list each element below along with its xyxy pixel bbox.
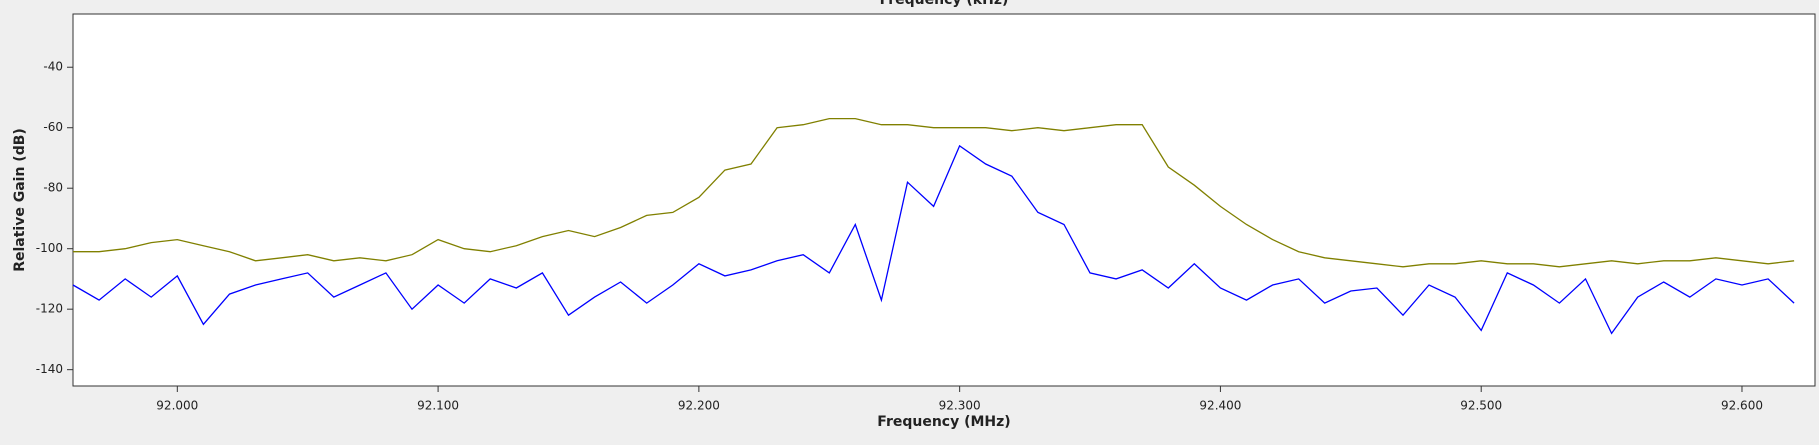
chart-title: Frequency (kHz) [880, 0, 1009, 8]
series-line [72, 144, 1795, 335]
x-tick-label: 92.600 [1721, 399, 1763, 413]
x-tick-label: 92.400 [1199, 399, 1241, 413]
x-tick-label: 92.300 [939, 399, 981, 413]
y-tick-label: -100 [36, 241, 63, 255]
y-tick-label: -120 [36, 302, 63, 316]
y-tick-label: -140 [36, 362, 63, 376]
x-tick-label: 92.500 [1460, 399, 1502, 413]
x-tick-label: 92.000 [156, 399, 198, 413]
y-tick-label: -60 [43, 120, 63, 134]
plot-area [72, 13, 1816, 387]
y-tick-label: -40 [43, 60, 63, 74]
x-tick-label: 92.100 [417, 399, 459, 413]
series-line [73, 117, 1795, 268]
x-tick-label: 92.200 [678, 399, 720, 413]
y-axis-label: Relative Gain (dB) [12, 128, 28, 272]
x-axis-label: Frequency (MHz) [877, 414, 1010, 430]
y-tick-label: -80 [43, 181, 63, 195]
